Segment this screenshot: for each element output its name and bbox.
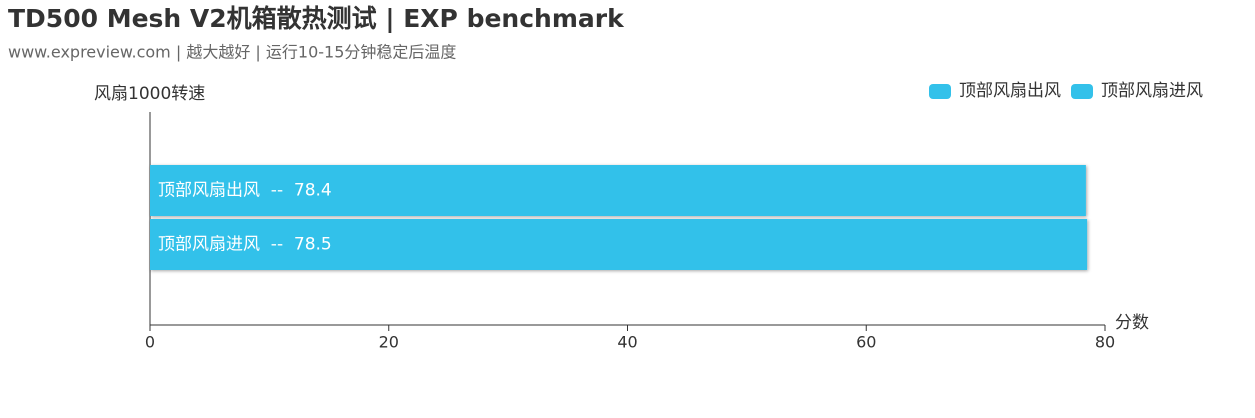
chart-title: TD500 Mesh V2机箱散热测试 | EXP benchmark (8, 4, 625, 33)
x-tick-label: 80 (1095, 333, 1115, 352)
data-label: 顶部风扇进风 -- 78.5 (158, 235, 332, 255)
chart-subtitle: www.expreview.com | 越大越好 | 运行10-15分钟稳定后温… (8, 43, 456, 62)
bar (150, 219, 1088, 270)
bar (150, 165, 1086, 216)
x-tick-label: 60 (856, 333, 876, 352)
data-label: 顶部风扇出风 -- 78.4 (158, 181, 332, 201)
y-axis-label: 风扇1000转速 (94, 84, 205, 104)
legend-label: 顶部风扇出风 (959, 81, 1061, 101)
legend-label: 顶部风扇进风 (1101, 81, 1203, 101)
x-tick-label: 0 (145, 333, 155, 352)
x-tick-label: 20 (379, 333, 399, 352)
x-axis-label: 分数 (1115, 313, 1149, 333)
legend-swatch (1071, 84, 1093, 99)
x-tick-label: 40 (617, 333, 637, 352)
legend-swatch (929, 84, 951, 99)
